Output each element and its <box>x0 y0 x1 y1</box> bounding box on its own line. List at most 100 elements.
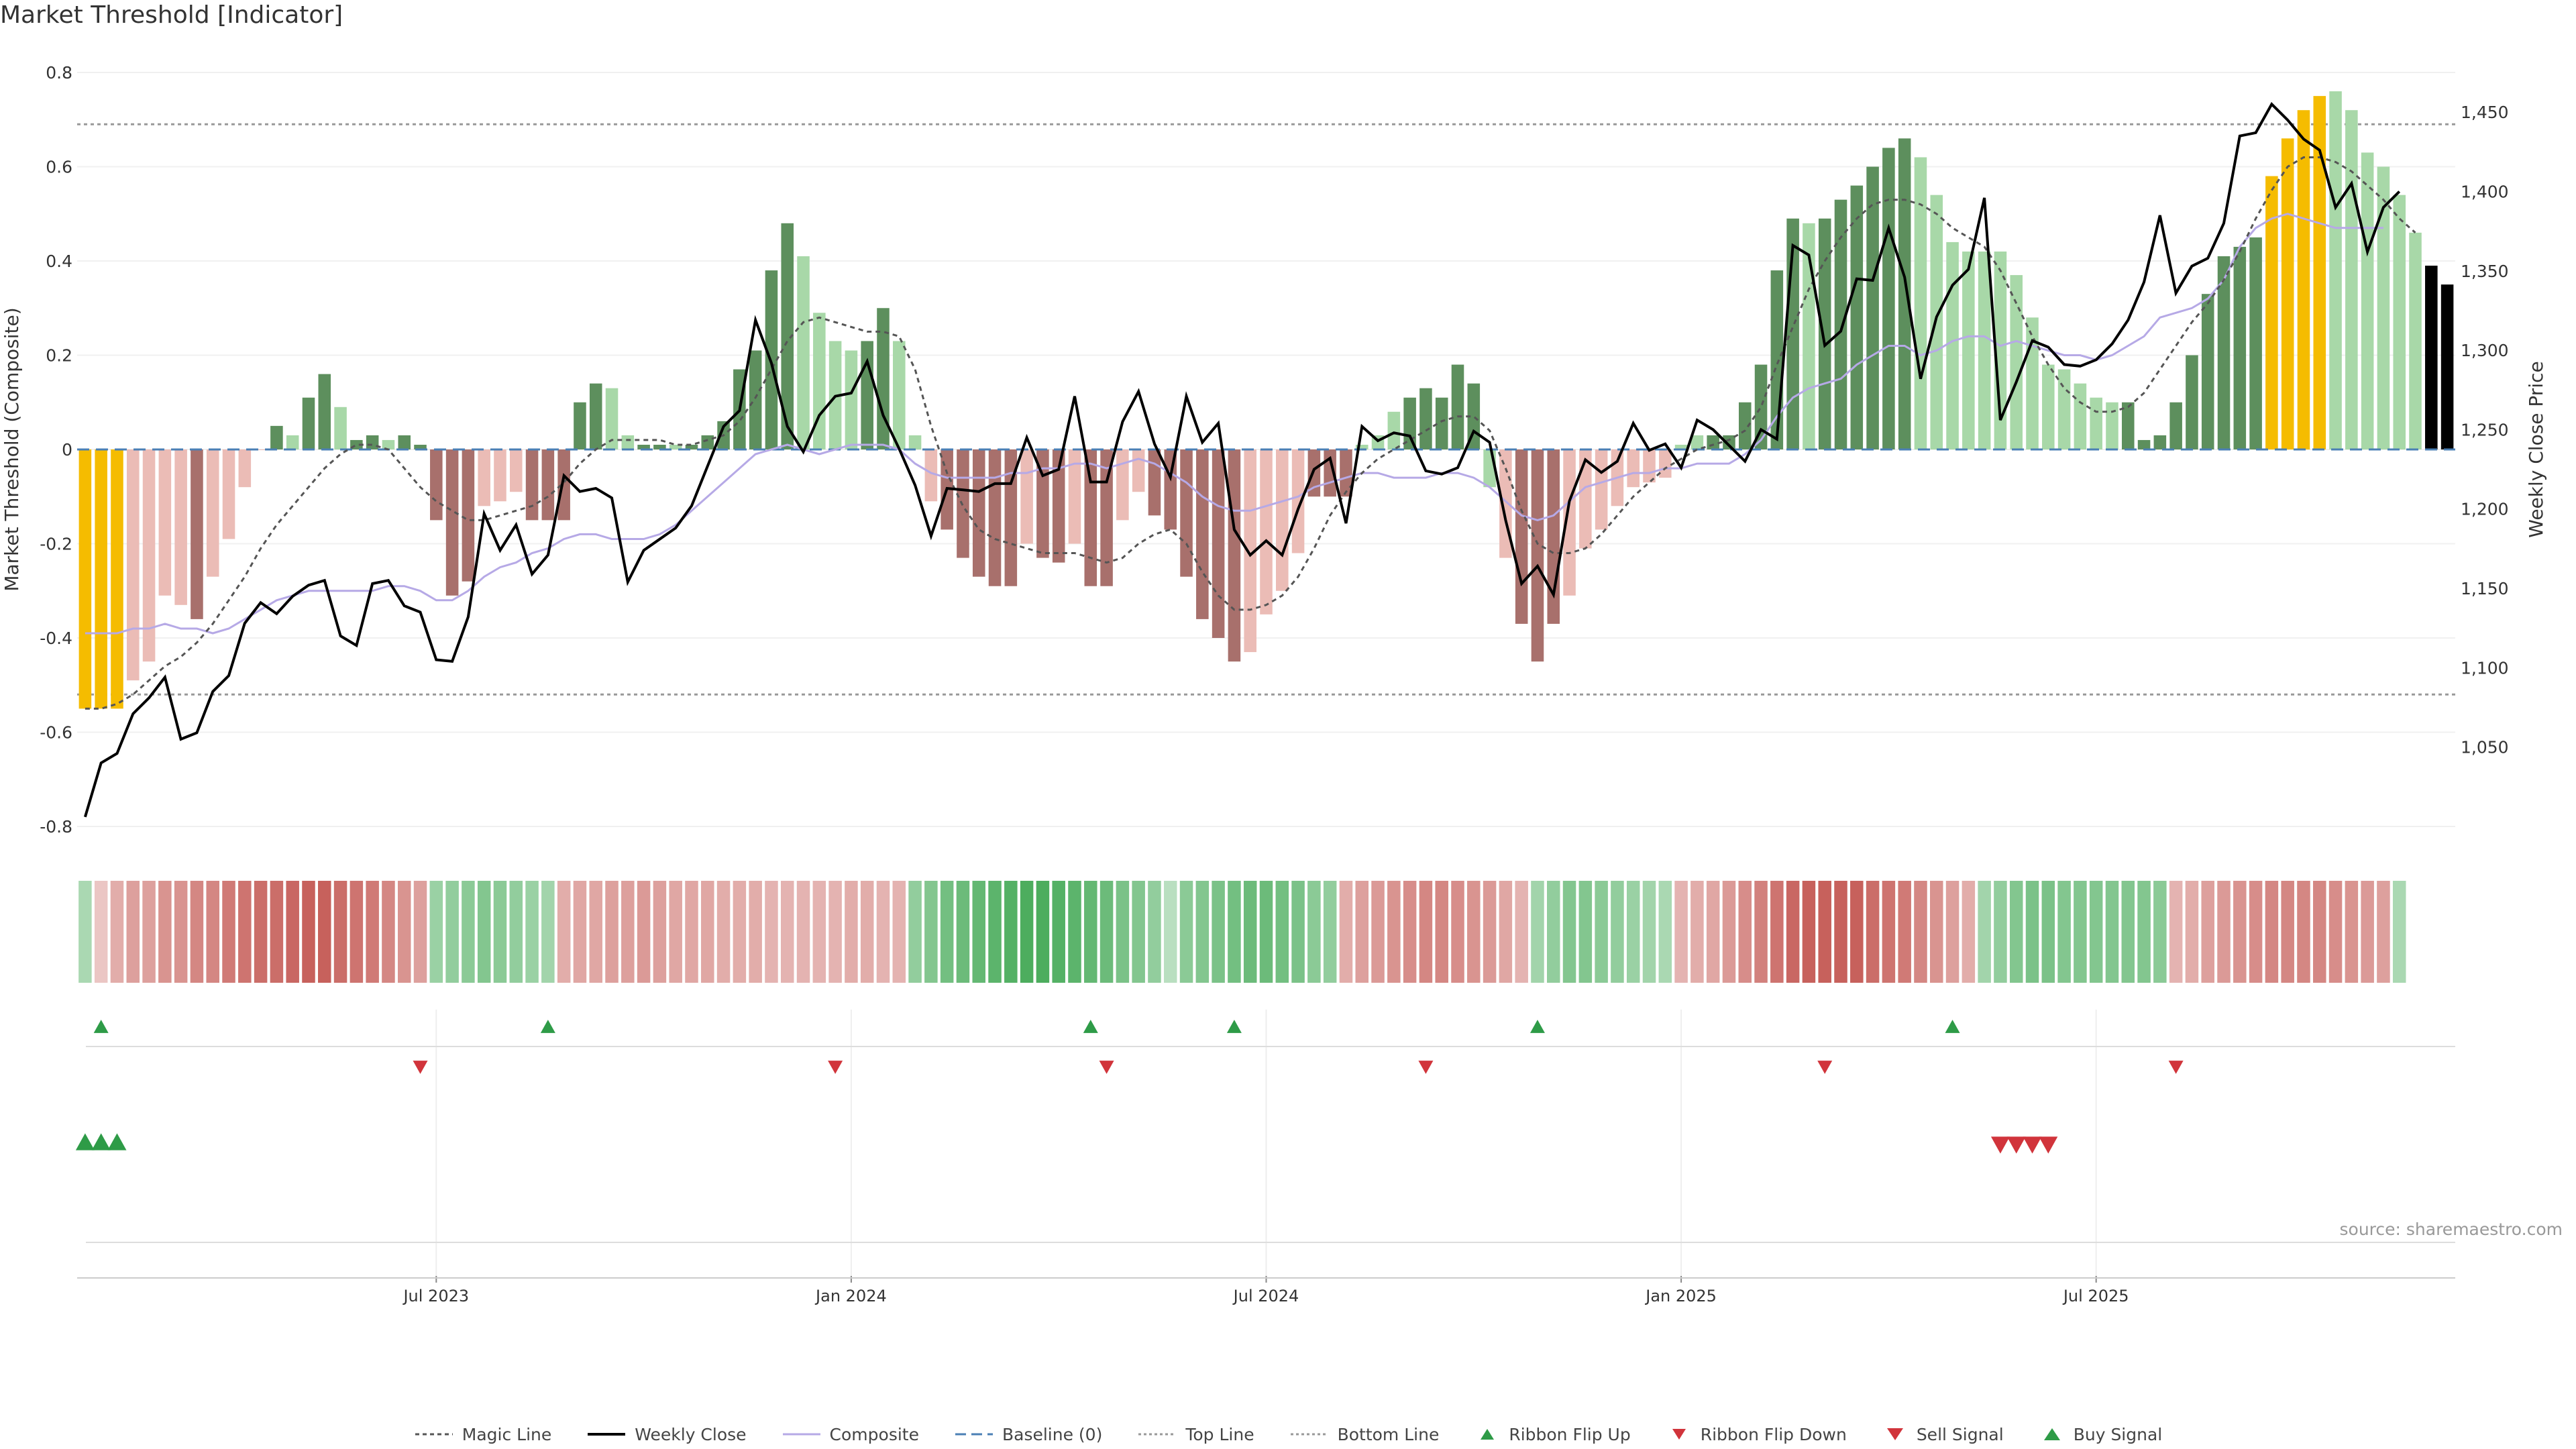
composite-bar <box>1563 449 1576 596</box>
composite-bar <box>861 341 873 449</box>
ribbon-cell <box>2121 881 2135 983</box>
ribbon-cell <box>1690 881 1704 983</box>
composite-bar <box>1084 449 1097 586</box>
ribbon-cell <box>2328 881 2343 983</box>
ribbon-cell <box>1722 881 1736 983</box>
composite-bar <box>1228 449 1241 662</box>
ribbon-cell <box>828 881 842 983</box>
composite-line <box>85 213 2383 635</box>
composite-bar <box>1212 449 1225 638</box>
y-left-tick-label: -0.2 <box>40 535 72 554</box>
composite-bar <box>1866 166 1879 449</box>
composite-bar <box>2026 317 2039 449</box>
legend-item: Composite <box>782 1425 919 1444</box>
x-tick-label: Jul 2024 <box>1232 1287 1299 1305</box>
ribbon-cell <box>1930 881 1943 983</box>
composite-bar <box>1707 435 1719 449</box>
ribbon-cell <box>1754 881 1768 983</box>
ribbon-cell <box>812 881 826 983</box>
ribbon-cell <box>845 881 858 983</box>
composite-bar <box>1690 435 1704 449</box>
composite-bar <box>2377 166 2390 449</box>
ribbon-cell <box>653 881 667 983</box>
legend-item: Buy Signal <box>2039 1425 2162 1444</box>
composite-bar <box>238 449 252 488</box>
composite-bar <box>1291 449 1305 553</box>
sell-signal-marker <box>2023 1136 2042 1154</box>
ribbon-cell <box>333 881 347 983</box>
ribbon-cell <box>1451 881 1464 983</box>
ribbon-cell <box>701 881 714 983</box>
composite-bar <box>924 449 938 502</box>
ribbon-cell <box>1243 881 1257 983</box>
ribbon-cell <box>573 881 587 983</box>
legend-label: Baseline (0) <box>1002 1424 1103 1444</box>
ribbon-cell <box>462 881 475 983</box>
composite-bar <box>126 449 140 681</box>
y-right-tick-label: 1,050 <box>2461 738 2509 757</box>
y-right-tick-label: 1,150 <box>2461 579 2509 598</box>
ribbon-cell <box>397 881 411 983</box>
x-tick-label: Jan 2025 <box>1644 1287 1717 1305</box>
composite-bar <box>191 449 203 619</box>
composite-bar <box>1818 218 1831 449</box>
composite-bar <box>1882 148 1895 449</box>
ribbon-cell <box>2041 881 2055 983</box>
composite-bar <box>1180 449 1193 577</box>
legend-item: Ribbon Flip Down <box>1666 1425 1847 1444</box>
ribbon-cell <box>1371 881 1385 983</box>
ribbon-cell <box>2153 881 2167 983</box>
ribbon-flip-down-marker <box>1099 1061 1114 1074</box>
legend-item: Ribbon Flip Up <box>1474 1425 1631 1444</box>
composite-bar <box>111 449 123 709</box>
ribbon-cell <box>749 881 762 983</box>
y-left-axis-title: Market Threshold (Composite) <box>1 307 23 591</box>
legend-label: Sell Signal <box>1916 1424 2004 1444</box>
composite-bar <box>2425 266 2438 449</box>
ribbon-cell <box>876 881 890 983</box>
legend-label: Bottom Line <box>1337 1424 1440 1444</box>
composite-bar <box>509 449 523 492</box>
composite-bar <box>669 444 682 449</box>
ribbon-cell <box>174 881 188 983</box>
y-right-tick-label: 1,300 <box>2461 341 2509 360</box>
ribbon-cell <box>1387 881 1401 983</box>
composite-bar <box>1643 449 1656 483</box>
composite-bar <box>2329 91 2342 450</box>
composite-bar <box>893 341 906 449</box>
y-left-tick-label: -0.8 <box>40 817 72 837</box>
composite-bar <box>1659 449 1672 478</box>
ribbon-cell <box>2201 881 2214 983</box>
composite-bar <box>541 449 555 521</box>
ribbon-cell <box>1323 881 1337 983</box>
composite-bar <box>1148 449 1161 516</box>
composite-bar <box>1419 388 1432 449</box>
composite-bar <box>2169 402 2182 449</box>
ribbon-cell <box>765 881 778 983</box>
composite-bar <box>877 308 890 449</box>
composite-bar <box>462 449 475 582</box>
composite-bar <box>302 397 315 449</box>
ribbon-cell <box>908 881 922 983</box>
composite-bar <box>972 449 985 577</box>
buy-signal-marker <box>107 1133 127 1150</box>
ribbon-cell <box>2137 881 2151 983</box>
composite-bar <box>1850 185 1864 449</box>
composite-bar <box>1914 157 1927 449</box>
composite-bar <box>222 449 235 539</box>
composite-bar <box>781 223 794 449</box>
legend-item: Sell Signal <box>1882 1425 2004 1444</box>
ribbon-cell <box>2009 881 2023 983</box>
composite-bar <box>653 444 666 449</box>
ribbon-cell <box>1994 881 2007 983</box>
y-right-tick-label: 1,350 <box>2461 262 2509 281</box>
ribbon-cell <box>1419 881 1433 983</box>
composite-bar <box>1898 138 1911 449</box>
ribbon-cell <box>557 881 571 983</box>
legend-swatch-icon <box>2043 1428 2060 1440</box>
chart-legend: Magic Line Weekly Close Composite Baseline … <box>0 1421 2576 1448</box>
composite-bar <box>908 435 922 449</box>
ribbon-cell <box>1834 881 1847 983</box>
legend-swatch-icon <box>415 1433 453 1436</box>
y-left-tick-label: 0.6 <box>46 158 72 177</box>
